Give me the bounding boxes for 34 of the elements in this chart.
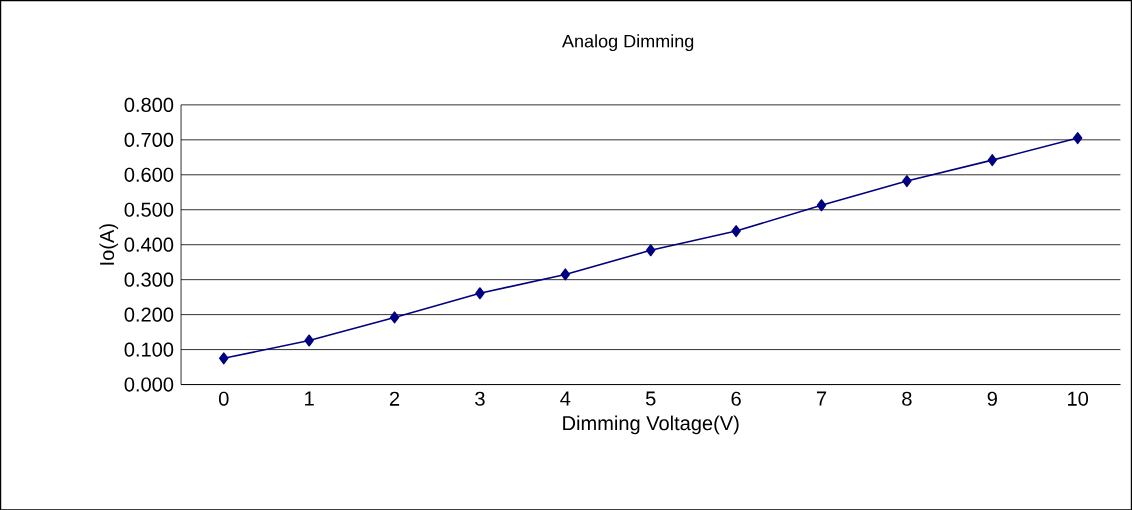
x-tick-label: 1 xyxy=(305,391,314,406)
point xyxy=(731,224,741,237)
x-axis-title: Dimming Voltage(V) xyxy=(563,415,739,435)
point xyxy=(816,198,827,211)
point xyxy=(219,352,229,365)
y-tick-label: 0.000 xyxy=(124,377,174,392)
point xyxy=(389,311,400,324)
y-axis-title: Io(A) xyxy=(99,224,119,265)
x-tick-label: 5 xyxy=(645,391,656,406)
y-tick-label: 0.600 xyxy=(124,167,174,182)
point xyxy=(304,334,314,347)
x-tick-label: 0 xyxy=(218,391,229,406)
y-tick-label: 0.400 xyxy=(124,237,174,252)
point xyxy=(987,153,997,166)
x-tick-label: 8 xyxy=(902,391,912,406)
y-tick-label: 0.100 xyxy=(124,342,174,357)
x-tick-label: 10 xyxy=(1068,391,1089,406)
x-tick-label: 4 xyxy=(560,391,571,406)
point xyxy=(902,174,912,187)
chart-title: Analog Dimming xyxy=(562,34,694,51)
y-tick-label: 0.800 xyxy=(124,97,174,112)
y-tick-label: 0.300 xyxy=(124,272,174,287)
x-tick-label: 3 xyxy=(475,391,485,406)
x-tick-label: 9 xyxy=(987,391,997,406)
point xyxy=(560,268,571,281)
y-tick-label: 0.500 xyxy=(124,202,174,217)
point xyxy=(646,244,656,257)
x-tick-label: 6 xyxy=(731,391,741,406)
x-tick-label: 7 xyxy=(816,391,827,406)
y-tick-label: 0.700 xyxy=(124,132,174,147)
point xyxy=(475,287,485,300)
point xyxy=(1072,131,1083,144)
x-tick-label: 2 xyxy=(389,391,400,406)
y-tick-label: 0.200 xyxy=(124,307,174,322)
